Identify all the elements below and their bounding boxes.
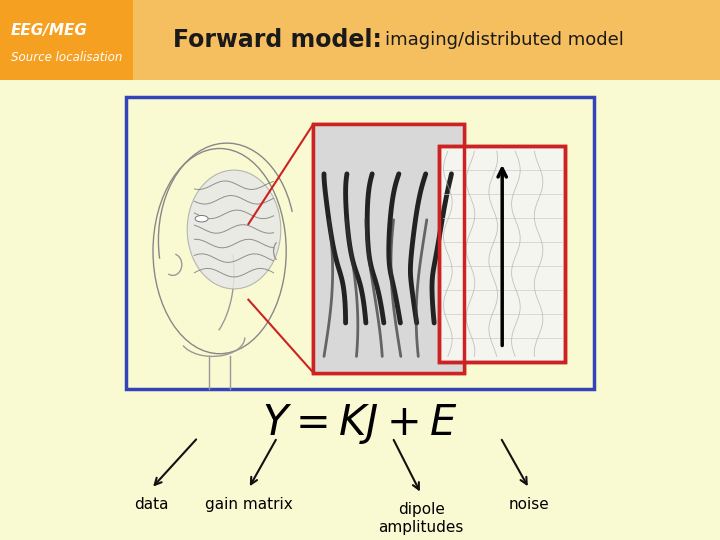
Ellipse shape	[187, 170, 281, 289]
Ellipse shape	[195, 215, 208, 222]
Bar	[313, 124, 464, 373]
Text: $Y = KJ + E$: $Y = KJ + E$	[262, 402, 458, 446]
Bar	[126, 97, 594, 389]
Text: Source localisation: Source localisation	[11, 51, 122, 64]
Text: dipole
amplitudes: dipole amplitudes	[379, 502, 464, 535]
Text: gain matrix: gain matrix	[204, 497, 292, 512]
Bar	[313, 124, 464, 373]
Text: data: data	[134, 497, 168, 512]
Bar	[439, 146, 565, 362]
Bar	[0, 0, 720, 80]
Text: imaging/distributed model: imaging/distributed model	[385, 31, 624, 49]
Text: Forward model:: Forward model:	[173, 28, 382, 52]
Bar	[0, 0, 133, 80]
Ellipse shape	[153, 148, 287, 354]
Text: EEG/MEG: EEG/MEG	[11, 23, 88, 38]
Text: noise: noise	[509, 497, 549, 512]
Bar	[313, 124, 464, 373]
Bar	[439, 146, 565, 362]
